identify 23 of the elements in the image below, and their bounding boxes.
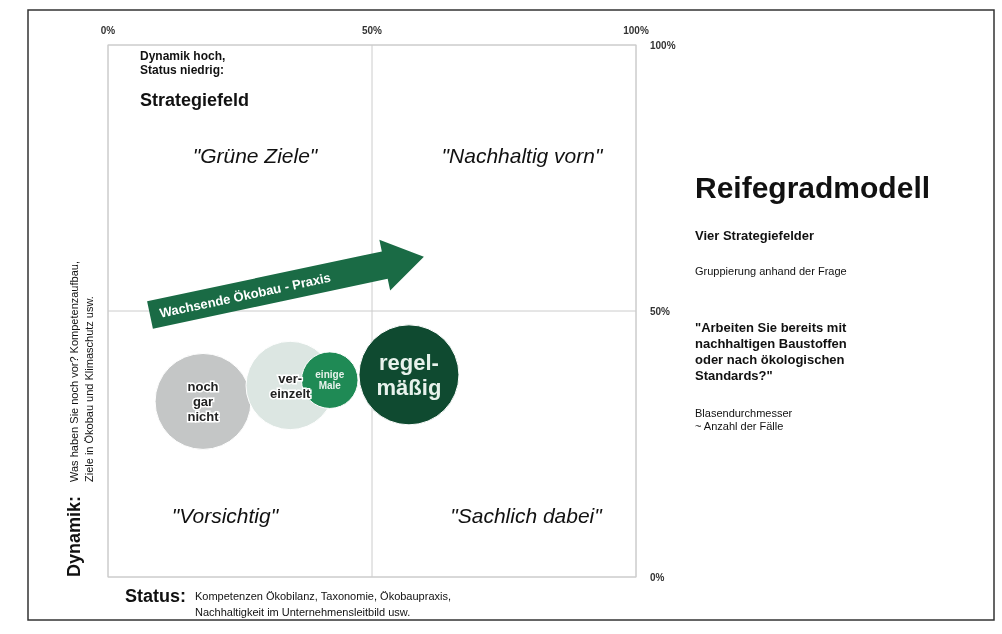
- text: Vier Strategiefelder: [695, 228, 814, 243]
- x-axis-title: Status: Kompetenzen Ökobilanz, Taxonomie, Ökobaupraxis, Nachhaltigkeit im Unternehmensleitbild usw.: [125, 586, 451, 618]
- annotation: "Vorsichtig": [171, 504, 280, 527]
- y-tick-label: 0%: [650, 572, 665, 583]
- annotation: Wachsende Ökobau - Praxis: [158, 269, 332, 321]
- annotation: "Sachlich dabei": [450, 504, 604, 527]
- annotation: noch gar nicht: [187, 379, 220, 424]
- x-tick-label: 100%: [623, 25, 649, 36]
- annotation: Dynamik hoch, Status niedrig:: [140, 49, 226, 77]
- x-tick-label: 0%: [100, 25, 116, 36]
- annotation: regel- mäßig: [376, 349, 442, 401]
- annotation: "Grüne Ziele": [192, 144, 319, 167]
- y-axis-title: Dynamik: Was haben Sie noch vor? Kompetenzaufbau, Ziele in Ökobau und Klimaschutz usw.: [64, 261, 95, 577]
- text: Blasendurchmesser ~ Anzahl der Fälle: [695, 407, 793, 432]
- y-tick-label: 100%: [650, 40, 676, 51]
- text: "Arbeiten Sie bereits mit nachhaltigen Baustoffen oder nach ökologischen Standards?": [695, 320, 848, 383]
- annotation: einige Male: [315, 368, 345, 392]
- text: Gruppierung anhand der Frage: [695, 265, 847, 277]
- x-tick-label: 50%: [361, 25, 383, 36]
- annotation: "Nachhaltig vorn": [441, 144, 604, 167]
- y-tick-label: 50%: [650, 306, 671, 317]
- annotation: Strategiefeld: [140, 90, 250, 110]
- text: Reifegradmodell: [695, 171, 931, 204]
